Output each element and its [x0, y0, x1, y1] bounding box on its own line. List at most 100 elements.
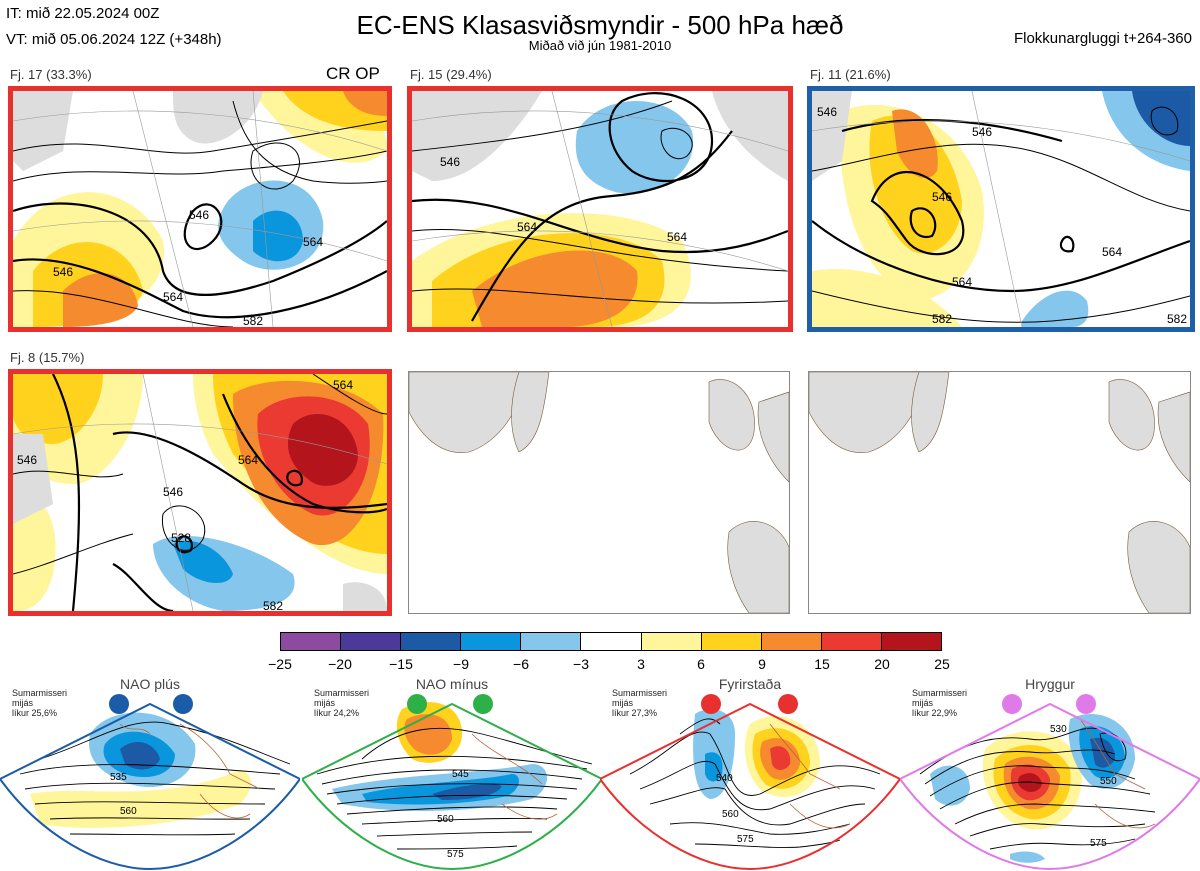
colorbar: [280, 632, 942, 651]
regime-4-season: Sumarmisseri: [912, 688, 968, 698]
colorbar-swatch: [641, 633, 702, 650]
regime-2-marker: [407, 694, 427, 714]
colorbar-tick: 9: [758, 656, 766, 672]
regime-2-note: Sumarmisseri mijás líkur 24,2%: [314, 688, 369, 718]
cluster-4-contour-label: 564: [238, 453, 258, 467]
colorbar-tick: −20: [328, 656, 352, 672]
colorbar-swatch: [701, 633, 762, 650]
regime-nao-plus[interactable]: 535 560 NAO plús Sumarmisseri mijás líku…: [0, 664, 300, 871]
regime-blocking[interactable]: 540 560 575 Fyrirstaða Sumarmisseri mijá…: [600, 664, 900, 871]
cluster-4-label: Fj. 8 (15.7%): [10, 350, 85, 365]
regime-1-contour-label: 535: [110, 772, 127, 783]
regime-4-frame: [900, 702, 1200, 871]
cluster-3-contour-label: 546: [817, 105, 837, 119]
cluster-1-contour-label: 546: [53, 265, 73, 279]
empty-map-1: [408, 371, 790, 614]
colorbar-tick: −6: [513, 656, 529, 672]
regime-4-contour-label: 530: [1050, 724, 1067, 735]
cluster-1-contour-label: 546: [189, 208, 209, 222]
regime-3-contour-label: 560: [722, 809, 739, 820]
cluster-2-label: Fj. 15 (29.4%): [410, 67, 492, 82]
cluster-2-map[interactable]: 546 564 564: [407, 86, 793, 332]
cluster-1-map[interactable]: 546 546 564 564 582: [8, 86, 392, 332]
colorbar-swatch: [281, 633, 342, 650]
regime-1-probability: líkur 25,6%: [12, 708, 58, 718]
colorbar-swatch: [341, 633, 402, 650]
cluster-3-contour-label: 546: [972, 125, 992, 139]
regime-3-contour-label: 575: [737, 834, 754, 845]
cluster-3-contour-label: 582: [932, 312, 952, 326]
page-title: EC-ENS Klasasviðsmyndir - 500 hPa hæð: [356, 10, 844, 40]
colorbar-swatch: [761, 633, 822, 650]
regime-2-name: NAO mínus: [415, 676, 489, 692]
page-subtitle: Miðað við jún 1981-2010: [528, 38, 672, 53]
regime-2-contour-label: 560: [437, 814, 454, 825]
cluster-1-crop-label: CR OP: [326, 64, 380, 83]
classification-window: Flokkunargluggi t+264-360: [1013, 30, 1192, 47]
cluster-4-contour-label: 528: [171, 531, 191, 545]
cluster-2-contour-label: 564: [667, 230, 687, 244]
colorbar-tick: −15: [389, 656, 413, 672]
regime-4-period: mijás: [912, 698, 934, 708]
colorbar-tick: −9: [453, 656, 469, 672]
colorbar-swatch: [521, 633, 582, 650]
colorbar-swatch: [581, 633, 642, 650]
regime-ridge[interactable]: 530 550 575 Hryggur Sumarmisseri mijás l…: [900, 664, 1200, 871]
regime-4-contour-label: 575: [1090, 838, 1107, 849]
regime-4-probability: líkur 22,9%: [912, 708, 958, 718]
colorbar-swatch: [881, 633, 942, 650]
initial-time: IT: mið 22.05.2024 00Z: [6, 5, 160, 22]
cluster-4-contour-label: 564: [333, 378, 353, 392]
regime-4-marker: [1076, 694, 1096, 714]
regime-3-name: Fyrirstaða: [718, 676, 782, 692]
cluster-3-map[interactable]: 546 546 546 564 564 582 582: [807, 86, 1195, 332]
cluster-2-contour-label: 564: [517, 220, 537, 234]
cluster-4-contour-label: 546: [163, 485, 183, 499]
regime-1-marker: [109, 694, 129, 714]
cluster-3-label: Fj. 11 (21.6%): [810, 67, 891, 82]
valid-time: VT: mið 05.06.2024 12Z (+348h): [6, 31, 222, 48]
regime-1-frame: [0, 702, 300, 871]
colorbar-tick: −3: [573, 656, 589, 672]
regime-1-note: Sumarmisseri mijás líkur 25,6%: [12, 688, 67, 718]
colorbar-swatch: [821, 633, 882, 650]
regime-2-marker: [473, 694, 493, 714]
regime-1-period: mijás: [12, 698, 34, 708]
regime-2-frame: [302, 702, 602, 871]
regime-3-marker: [701, 694, 721, 714]
cluster-3-contour-label: 582: [1167, 312, 1187, 326]
cluster-1-contour-label: 564: [303, 235, 323, 249]
regime-3-period: mijás: [612, 698, 634, 708]
cluster-1-contour-label: 564: [163, 290, 183, 304]
regime-1-season: Sumarmisseri: [12, 688, 68, 698]
colorbar-tick: −25: [268, 656, 292, 672]
cluster-3-contour-label: 564: [1102, 245, 1122, 259]
regime-nao-minus[interactable]: 545 560 575 NAO mínus Sumarmisseri mijás…: [302, 664, 602, 871]
regime-2-contour-label: 575: [447, 849, 464, 860]
regime-1-contour-label: 560: [120, 806, 137, 817]
regime-3-note: Sumarmisseri mijás líkur 27,3%: [612, 688, 667, 718]
colorbar-tick: 3: [637, 656, 645, 672]
regime-1-name: NAO plús: [120, 676, 180, 692]
regime-3-season: Sumarmisseri: [612, 688, 668, 698]
regime-3-contour-label: 540: [716, 773, 733, 784]
regime-4-marker: [1002, 694, 1022, 714]
regime-4-note: Sumarmisseri mijás líkur 22,9%: [912, 688, 967, 718]
regime-3-frame: [600, 702, 900, 871]
colorbar-swatch: [401, 633, 462, 650]
regime-2-contour-label: 545: [452, 769, 469, 780]
cluster-4-contour-label: 582: [263, 599, 283, 611]
cluster-2-contour-label: 546: [440, 155, 460, 169]
regime-1-marker: [173, 694, 193, 714]
regime-3-probability: líkur 27,3%: [612, 708, 658, 718]
cluster-3-contour-label: 564: [952, 275, 972, 289]
cluster-4-map[interactable]: 564 546 564 528 546 582: [8, 369, 392, 616]
regime-2-probability: líkur 24,2%: [314, 708, 360, 718]
cluster-3-contour-label: 546: [932, 190, 952, 204]
regime-2-season: Sumarmisseri: [314, 688, 370, 698]
colorbar-tick: 6: [697, 656, 705, 672]
cluster-4-contour-label: 546: [17, 453, 37, 467]
cluster-1-label: Fj. 17 (33.3%): [10, 67, 92, 82]
regime-4-contour-label: 550: [1100, 776, 1117, 787]
cluster-1-contour-label: 582: [243, 314, 263, 327]
